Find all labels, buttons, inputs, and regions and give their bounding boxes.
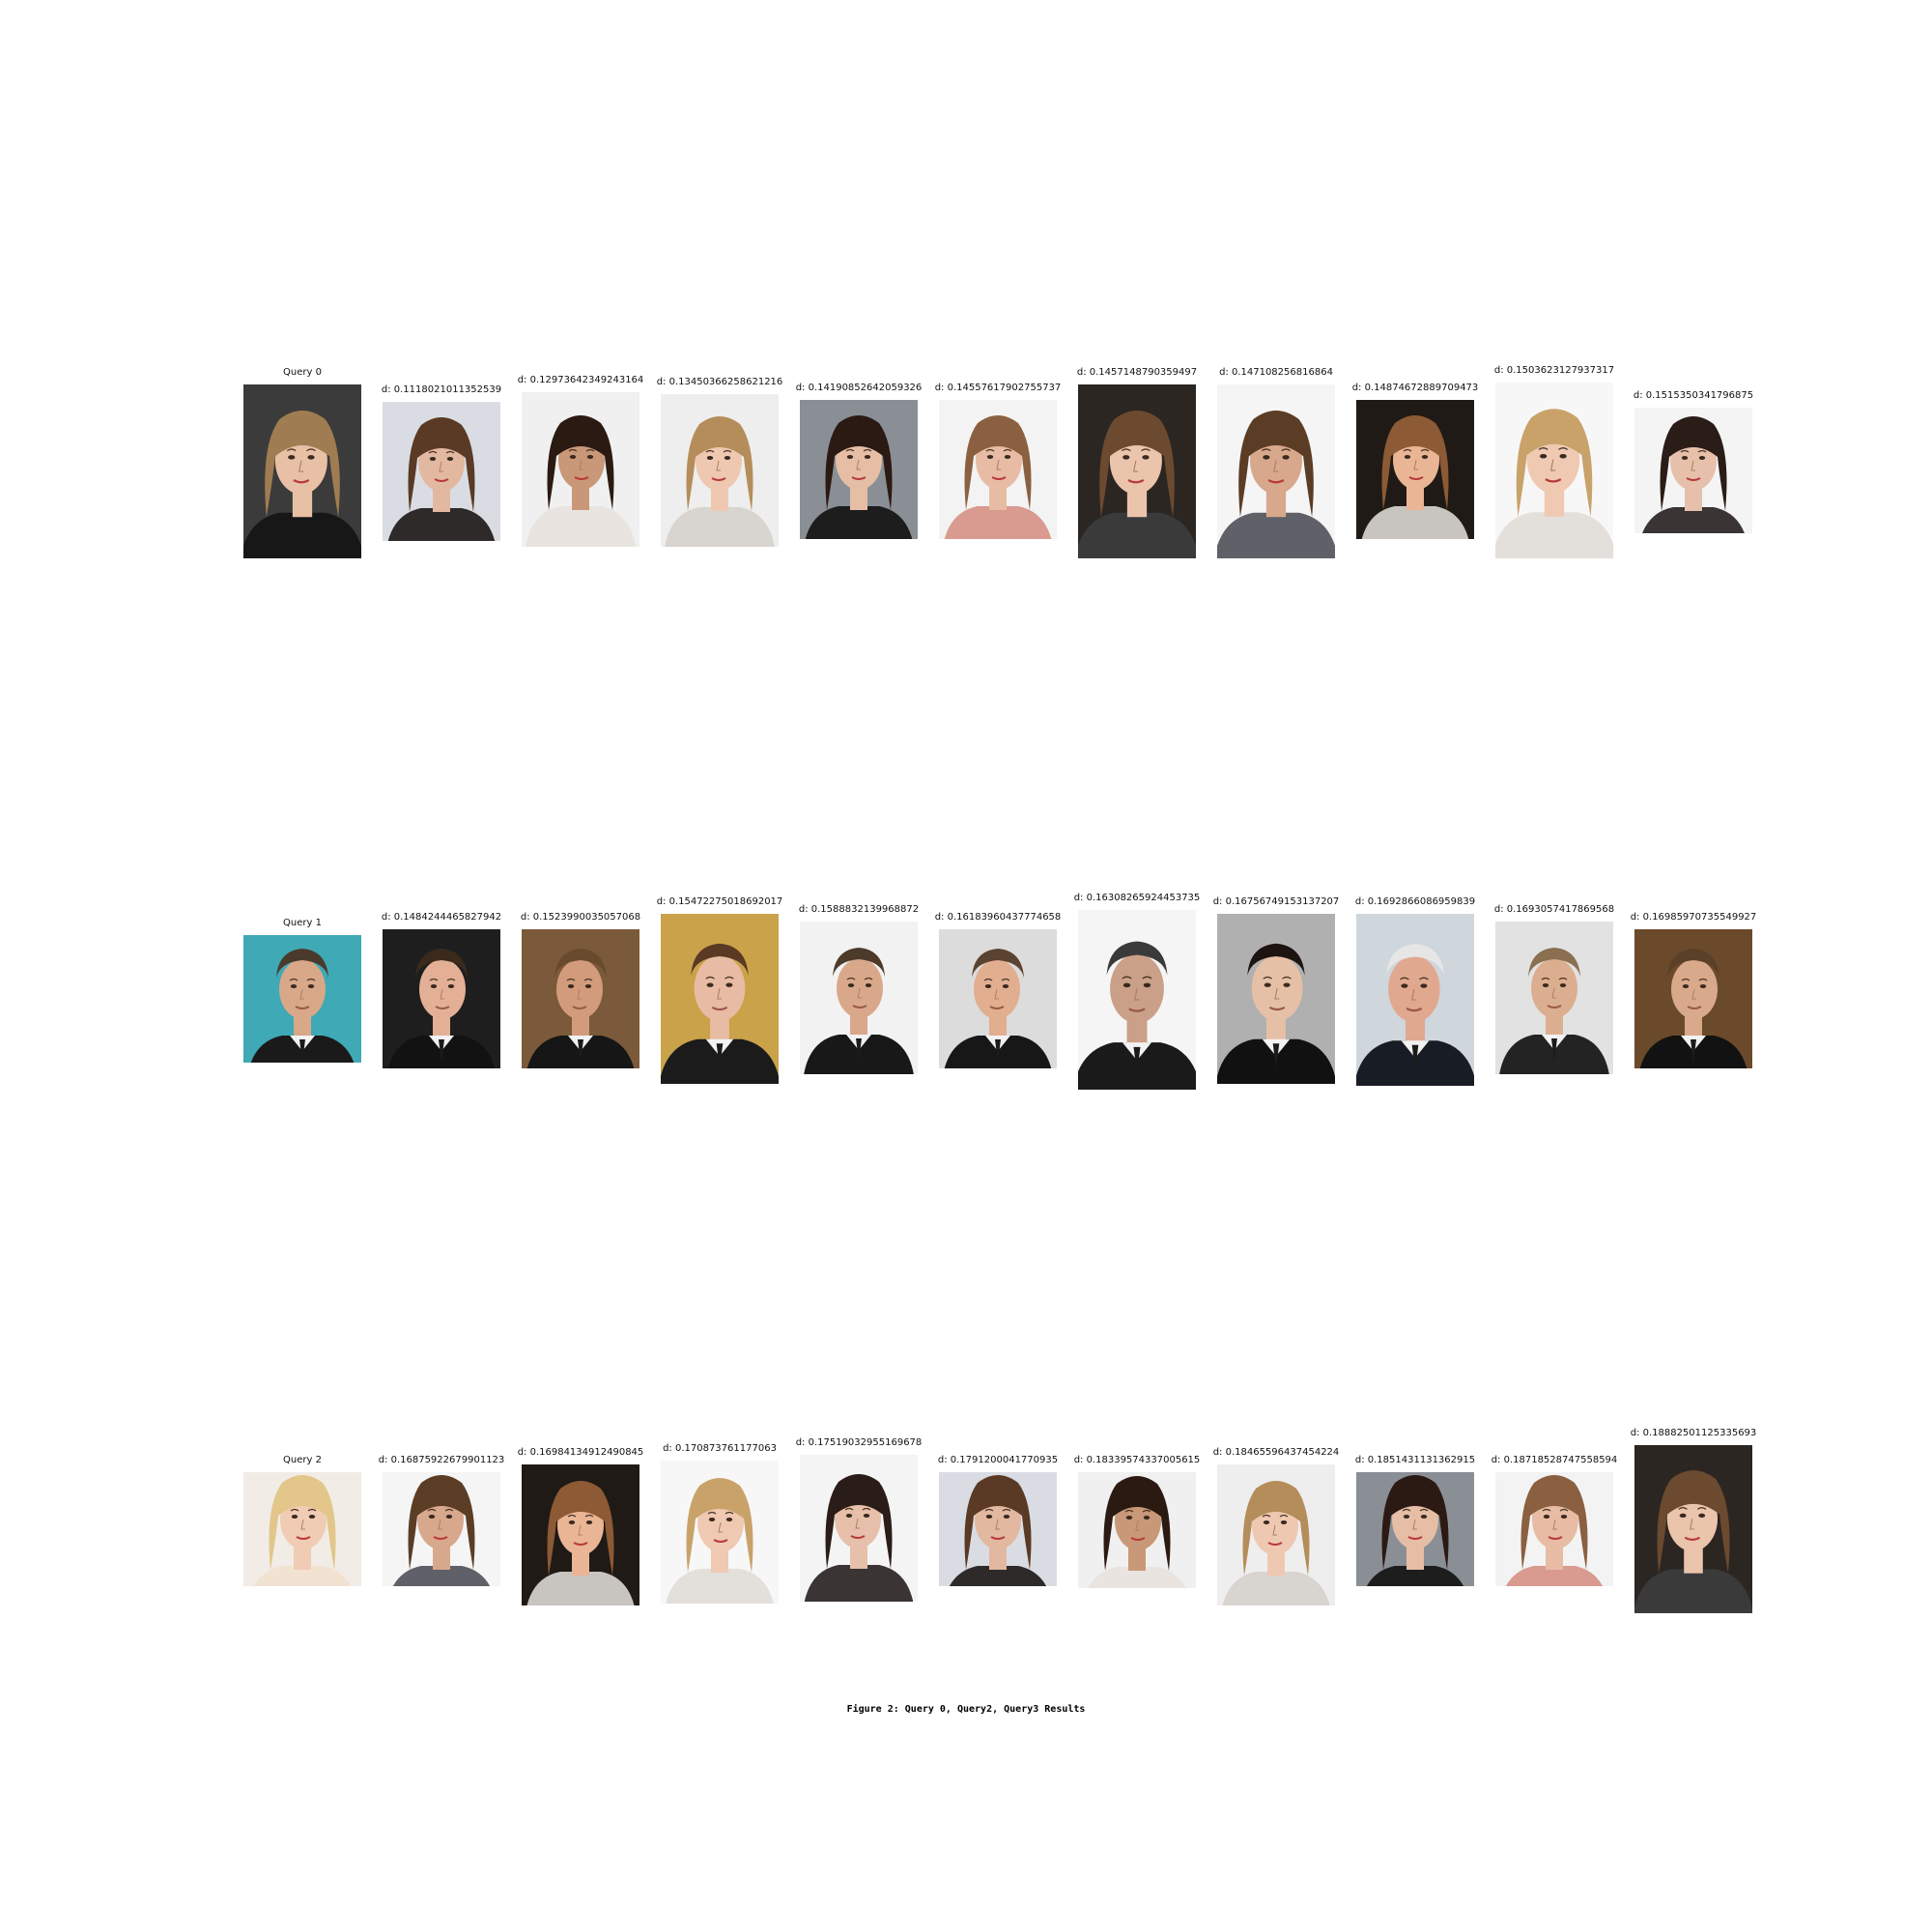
result-face-image (1495, 922, 1613, 1074)
distance-label: d: 0.18339574337005615 (1073, 1455, 1201, 1465)
result-face-image (1078, 910, 1196, 1090)
distance-label: d: 0.14874672889709473 (1351, 383, 1479, 393)
result-face-image (939, 929, 1057, 1068)
distance-label: d: 0.1692866086959839 (1354, 896, 1476, 907)
distance-label: d: 0.16183960437774658 (934, 912, 1062, 923)
distance-label: d: 0.1693057417869568 (1493, 904, 1615, 915)
distance-label: d: 0.1515350341796875 (1633, 390, 1754, 401)
result-face-image (1217, 384, 1335, 558)
distance-label: d: 0.15472275018692017 (656, 896, 783, 907)
distance-label: d: 0.18465596437454224 (1212, 1447, 1340, 1458)
query-label: Query 2 (283, 1455, 322, 1465)
distance-label: d: 0.1457148790359497 (1076, 367, 1198, 378)
result-face-image (1078, 1472, 1196, 1588)
distance-label: d: 0.12973642349243164 (517, 375, 644, 385)
distance-label: d: 0.18882501125335693 (1630, 1428, 1757, 1438)
result-face-image (1634, 408, 1752, 533)
result-face-image (939, 400, 1057, 539)
result-face-image (522, 1464, 639, 1605)
figure-caption: Figure 2: Query 0, Query2, Query3 Result… (846, 1704, 1086, 1715)
distance-label: d: 0.1851431131362915 (1354, 1455, 1476, 1465)
result-face-image (1217, 914, 1335, 1084)
distance-label: d: 0.1588832139968872 (798, 904, 920, 915)
distance-label: d: 0.16308265924453735 (1073, 893, 1201, 903)
distance-label: d: 0.13450366258621216 (656, 377, 783, 387)
result-face-image (1217, 1464, 1335, 1605)
result-face-image (661, 914, 779, 1084)
result-face-image (522, 929, 639, 1068)
distance-label: d: 0.170873761177063 (663, 1443, 777, 1454)
distance-label: d: 0.147108256816864 (1219, 367, 1333, 378)
result-face-image (383, 929, 500, 1068)
result-face-image (1634, 929, 1752, 1068)
distance-label: d: 0.1791200041770935 (937, 1455, 1059, 1465)
result-face-image (1356, 1472, 1474, 1586)
distance-label: d: 0.1503623127937317 (1493, 365, 1615, 376)
distance-label: d: 0.16984134912490845 (517, 1447, 644, 1458)
result-face-image (939, 1472, 1057, 1586)
distance-label: d: 0.16756749153137207 (1212, 896, 1340, 907)
distance-label: d: 0.14557617902755737 (934, 383, 1062, 393)
result-face-image (800, 922, 918, 1074)
distance-label: d: 0.18718528747558594 (1491, 1455, 1618, 1465)
result-face-image (800, 400, 918, 539)
distance-label: d: 0.16985970735549927 (1630, 912, 1757, 923)
result-face-image (661, 394, 779, 547)
query-face-image (243, 1472, 361, 1586)
result-face-image (1356, 400, 1474, 539)
result-face-image (1356, 914, 1474, 1086)
result-face-image (800, 1455, 918, 1602)
distance-label: d: 0.16875922679901123 (378, 1455, 505, 1465)
result-face-image (1634, 1445, 1752, 1613)
distance-label: d: 0.1523990035057068 (520, 912, 641, 923)
query-face-image (243, 384, 361, 558)
result-face-image (1495, 383, 1613, 558)
query-label: Query 1 (283, 918, 322, 928)
result-face-image (661, 1461, 779, 1604)
distance-label: d: 0.1484244465827942 (381, 912, 502, 923)
distance-label: d: 0.14190852642059326 (795, 383, 923, 393)
distance-label: d: 0.17519032955169678 (795, 1437, 923, 1448)
result-face-image (383, 1472, 500, 1586)
result-face-image (1495, 1472, 1613, 1586)
query-face-image (243, 935, 361, 1063)
result-face-image (383, 402, 500, 541)
result-face-image (522, 392, 639, 547)
result-face-image (1078, 384, 1196, 558)
query-label: Query 0 (283, 367, 322, 378)
distance-label: d: 0.1118021011352539 (381, 384, 502, 395)
